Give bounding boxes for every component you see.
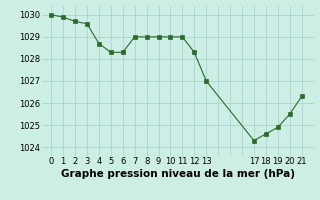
X-axis label: Graphe pression niveau de la mer (hPa): Graphe pression niveau de la mer (hPa) [60,169,295,179]
